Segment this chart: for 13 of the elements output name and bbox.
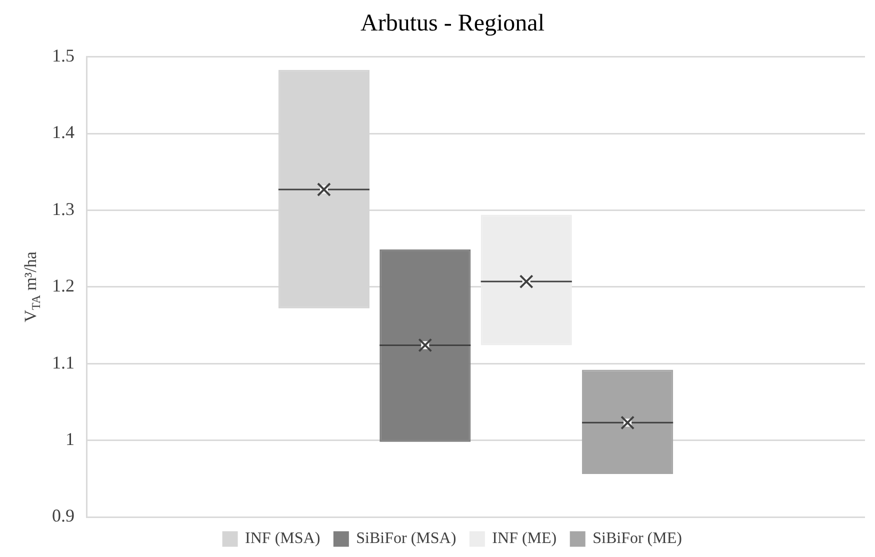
y-tick-label: 0.9 xyxy=(52,506,74,526)
legend-label: INF (MSA) xyxy=(245,530,320,548)
legend-label: INF (ME) xyxy=(492,530,557,548)
legend-label: SiBiFor (ME) xyxy=(592,530,682,548)
y-tick-label: 1.3 xyxy=(52,198,74,219)
y-axis-title: VTA m³/ha xyxy=(21,251,43,322)
legend-label: SiBiFor (MSA) xyxy=(356,530,456,548)
y-tick-label: 1 xyxy=(66,429,74,450)
y-tick-label: 1.2 xyxy=(52,276,74,296)
y-tick-label: 1.1 xyxy=(52,352,74,372)
y-tick-label: 1.5 xyxy=(52,46,74,66)
y-tick-label: 1.4 xyxy=(52,122,74,142)
chart-title: Arbutus - Regional xyxy=(360,10,545,37)
